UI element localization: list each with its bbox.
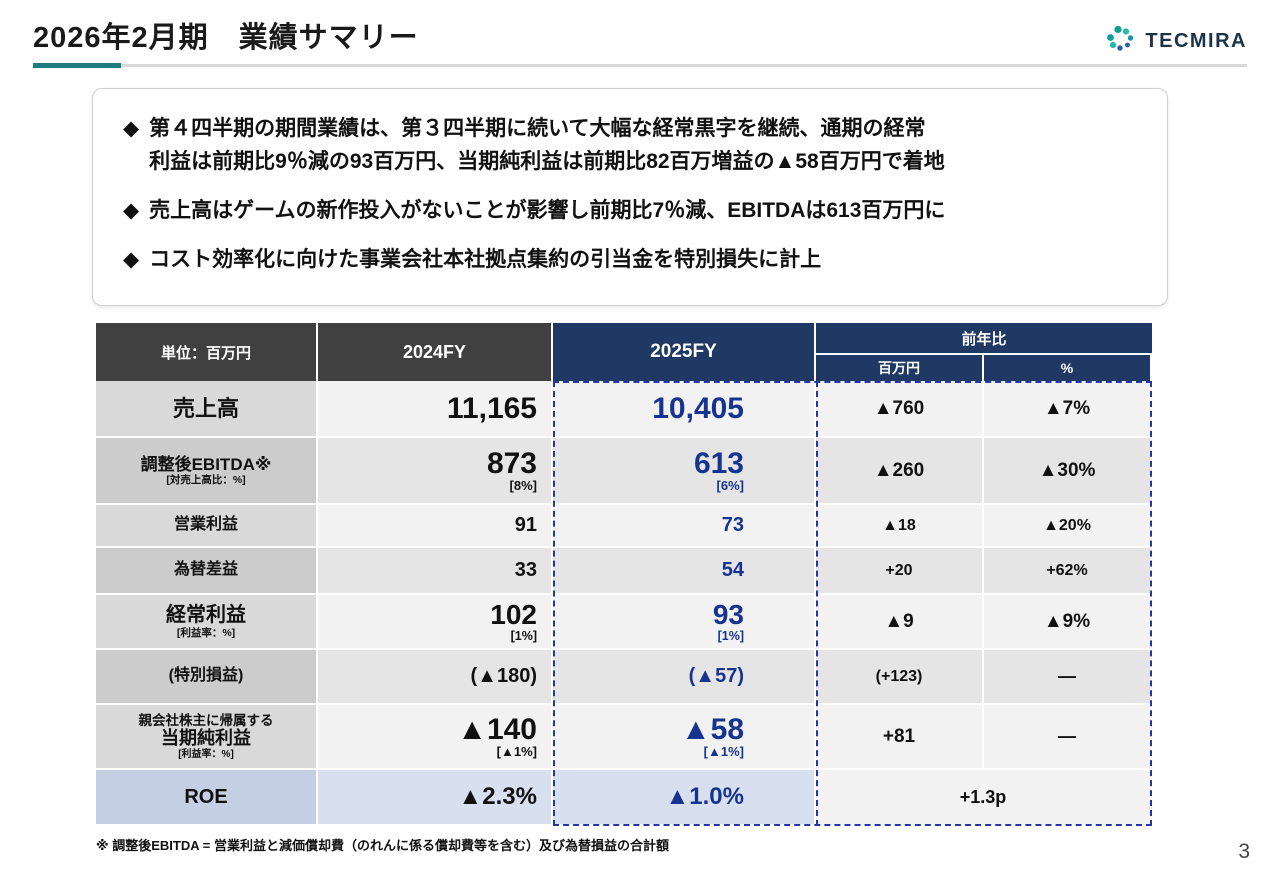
ordinary-profit-yoy-million: ▲9 <box>816 595 984 650</box>
summary-bullet-2-text: 売上高はゲームの新作投入がないことが影響し前期比7％減、EBITDAは613百万… <box>149 198 946 222</box>
extraordinary-items-yoy-percent: — <box>984 650 1152 705</box>
net-profit-yoy-million: +81 <box>816 705 984 770</box>
ordinary-profit-2025-value: 93 [1%] <box>553 595 816 650</box>
col-header-yoy-percent: % <box>984 355 1152 381</box>
summary-bullet-1-text: 第４四半期の期間業績は、第３四半期に続いて大幅な経常黒字を継続、通期の経常 利益… <box>149 117 945 173</box>
ebitda-yoy-million: ▲260 <box>816 438 984 505</box>
summary-bullet-2: ◆ 売上高はゲームの新作投入がないことが影響し前期比7％減、EBITDAは613… <box>123 195 1137 228</box>
net-profit-label: 親会社株主に帰属する 当期純利益 [利益率：%] <box>96 705 318 770</box>
fx-gain-2024-value: 33 <box>318 548 553 595</box>
footnote: ※ 調整後EBITDA = 営業利益と減価償却費（のれんに係る償却費等を含む）及… <box>96 838 669 853</box>
extraordinary-items-2025-value: (▲57) <box>553 650 816 705</box>
ordinary-profit-yoy-percent: ▲9% <box>984 595 1152 650</box>
title-underline <box>33 63 1247 68</box>
row-extraordinary-items: (特別損益) (▲180) (▲57) (+123) — <box>96 650 1152 705</box>
revenue-yoy-million: ▲760 <box>816 381 984 438</box>
tecmira-logo: TECMIRA <box>1105 24 1247 59</box>
diamond-icon: ◆ <box>123 247 140 271</box>
col-header-2025fy: 2025FY <box>553 323 816 381</box>
net-profit-2024-value: ▲140 [▲1%] <box>318 705 553 770</box>
roe-yoy-merged: +1.3p <box>816 770 1152 826</box>
row-operating-profit: 営業利益 91 73 ▲18 ▲20% <box>96 505 1152 548</box>
row-net-profit: 親会社株主に帰属する 当期純利益 [利益率：%] ▲140 [▲1%] ▲58 … <box>96 705 1152 770</box>
ordinary-profit-2024-value: 102 [1%] <box>318 595 553 650</box>
ebitda-2025-value: 613 [6%] <box>553 438 816 505</box>
net-profit-2025-value: ▲58 [▲1%] <box>553 705 816 770</box>
title-underline-accent <box>33 63 121 68</box>
ordinary-profit-label: 経常利益 [利益率：%] <box>96 595 318 650</box>
page-number: 3 <box>1238 840 1250 863</box>
extraordinary-items-2024-value: (▲180) <box>318 650 553 705</box>
roe-label: ROE <box>96 770 318 826</box>
fx-gain-label: 為替差益 <box>96 548 318 595</box>
operating-profit-2024-value: 91 <box>318 505 553 548</box>
col-header-yoy-million: 百万円 <box>816 355 984 381</box>
row-roe: ROE ▲2.3% ▲1.0% +1.3p <box>96 770 1152 826</box>
revenue-label: 売上高 <box>96 381 318 438</box>
revenue-2025-value: 10,405 <box>553 381 816 438</box>
col-header-2024fy: 2024FY <box>318 323 553 381</box>
revenue-yoy-percent: ▲7% <box>984 381 1152 438</box>
table-header-row: 単位：百万円 2024FY 2025FY 前年比 百万円 % <box>96 323 1152 381</box>
ebitda-label: 調整後EBITDA※ [対売上高比：%] <box>96 438 318 505</box>
ebitda-yoy-percent: ▲30% <box>984 438 1152 505</box>
row-ordinary-profit: 経常利益 [利益率：%] 102 [1%] 93 [1%] ▲9 ▲9% <box>96 595 1152 650</box>
financial-table: 単位：百万円 2024FY 2025FY 前年比 百万円 % 売上高 11,16… <box>96 323 1152 826</box>
summary-bullet-3: ◆ コスト効率化に向けた事業会社本社拠点集約の引当金を特別損失に計上 <box>123 244 1137 277</box>
revenue-2024-value: 11,165 <box>318 381 553 438</box>
fx-gain-yoy-million: +20 <box>816 548 984 595</box>
diamond-icon: ◆ <box>123 198 140 222</box>
page-title: 2026年2月期 業績サマリー <box>33 22 419 54</box>
summary-bullet-1: ◆ 第４四半期の期間業績は、第３四半期に続いて大幅な経常黒字を継続、通期の経常 … <box>123 113 1137 179</box>
ebitda-2024-value: 873 [8%] <box>318 438 553 505</box>
roe-2024-value: ▲2.3% <box>318 770 553 826</box>
net-profit-yoy-percent: — <box>984 705 1152 770</box>
col-header-yoy: 前年比 <box>816 323 1152 355</box>
summary-box: ◆ 第４四半期の期間業績は、第３四半期に続いて大幅な経常黒字を継続、通期の経常 … <box>92 88 1168 306</box>
tecmira-logo-icon <box>1105 24 1137 59</box>
row-fx-gain: 為替差益 33 54 +20 +62% <box>96 548 1152 595</box>
col-header-yoy-group: 前年比 百万円 % <box>816 323 1152 381</box>
extraordinary-items-yoy-million: (+123) <box>816 650 984 705</box>
row-revenue: 売上高 11,165 10,405 ▲760 ▲7% <box>96 381 1152 438</box>
operating-profit-yoy-percent: ▲20% <box>984 505 1152 548</box>
operating-profit-yoy-million: ▲18 <box>816 505 984 548</box>
operating-profit-label: 営業利益 <box>96 505 318 548</box>
fx-gain-yoy-percent: +62% <box>984 548 1152 595</box>
summary-bullet-3-text: コスト効率化に向けた事業会社本社拠点集約の引当金を特別損失に計上 <box>149 247 822 271</box>
col-header-unit: 単位：百万円 <box>96 323 318 381</box>
roe-2025-value: ▲1.0% <box>553 770 816 826</box>
tecmira-logo-text: TECMIRA <box>1145 30 1247 52</box>
diamond-icon: ◆ <box>123 117 140 140</box>
extraordinary-items-label: (特別損益) <box>96 650 318 705</box>
operating-profit-2025-value: 73 <box>553 505 816 548</box>
row-adjusted-ebitda: 調整後EBITDA※ [対売上高比：%] 873 [8%] 613 [6%] ▲… <box>96 438 1152 505</box>
fx-gain-2025-value: 54 <box>553 548 816 595</box>
